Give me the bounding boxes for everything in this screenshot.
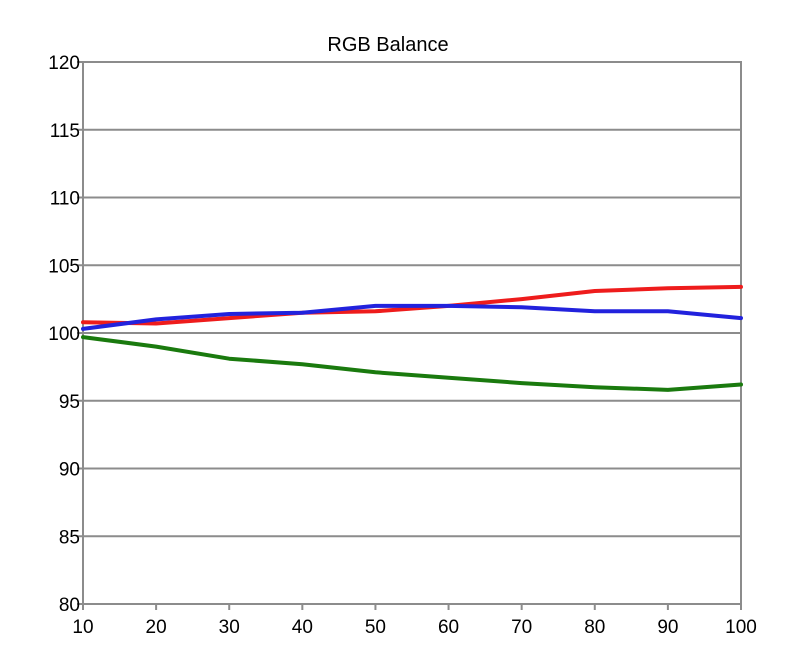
x-tick-label: 90 [657,617,678,638]
x-tick-label: 50 [365,617,386,638]
x-tick-label: 30 [219,617,240,638]
series-lines [81,284,743,392]
chart-title: RGB Balance [327,34,448,56]
y-tick-label: 95 [59,392,80,413]
y-tick-label: 85 [59,527,80,548]
green-series-line [81,335,743,392]
y-tick-label: 105 [48,256,80,277]
x-tick-label: 70 [511,617,532,638]
x-axis: 10 20 30 40 50 60 70 80 90 100 [72,604,757,638]
x-tick-label: 20 [146,617,167,638]
blue-series-line [81,303,743,331]
x-tick-label: 60 [438,617,459,638]
x-tick-label: 10 [72,617,93,638]
x-tick-label: 100 [725,617,757,638]
y-tick-label: 120 [48,53,80,74]
y-tick-label: 110 [50,189,80,210]
x-tick-label: 80 [584,617,605,638]
y-tick-label: 100 [48,324,80,345]
gridlines [83,128,741,538]
red-series-line [81,284,743,326]
y-tick-label: 80 [59,595,80,616]
y-tick-label: 90 [59,460,80,481]
y-tick-label: 115 [50,121,80,142]
y-axis: 80 85 90 95 100 105 110 115 120 [48,53,83,616]
x-tick-label: 40 [292,617,313,638]
